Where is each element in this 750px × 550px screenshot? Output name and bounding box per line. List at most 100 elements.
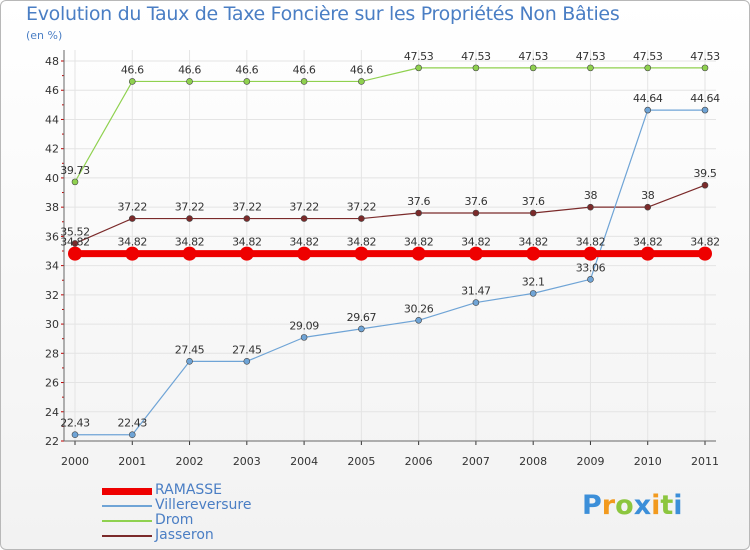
data-label-drom-2009: 47.53 (576, 50, 606, 63)
legend-label-villereversure: Villereversure (155, 497, 252, 513)
data-label-jasseron-2009: 38 (584, 189, 598, 202)
point-villereversure-2006 (415, 316, 422, 324)
point-jasseron-2007 (472, 209, 480, 217)
data-label-jasseron-2011: 39.5 (694, 167, 717, 180)
x-tick-label-2001: 2001 (118, 455, 146, 468)
point-ramasse-2002 (182, 246, 197, 261)
y-tick-label-24: 24 (45, 406, 59, 419)
point-villereversure-2009 (587, 276, 594, 283)
legend-label-ramasse: RAMASSE (155, 482, 223, 498)
data-label-villereversure-2008: 32.1 (522, 275, 545, 288)
legend-swatch-jasseron (102, 535, 152, 537)
data-label-jasseron-2008: 37.6 (522, 195, 545, 208)
data-label-drom-2001: 46.6 (121, 63, 144, 76)
data-label-ramasse-2010: 34.82 (633, 236, 663, 249)
legend-swatch-ramasse (102, 488, 152, 495)
point-drom-2008 (529, 64, 537, 72)
y-tick-label-30: 30 (45, 318, 59, 331)
point-drom-2009 (587, 64, 594, 72)
data-label-drom-2008: 47.53 (518, 50, 548, 63)
y-tick-label-44: 44 (45, 113, 59, 126)
legend-swatch-drom (102, 520, 152, 522)
x-tick-label-2009: 2009 (576, 455, 604, 468)
data-label-jasseron-2003: 37.22 (232, 201, 262, 214)
data-label-ramasse-2004: 34.82 (289, 236, 319, 249)
data-label-jasseron-2005: 37.22 (347, 201, 377, 214)
data-label-villereversure-2004: 29.09 (289, 319, 319, 332)
axes: 22 24 26 28 30 32 34 36 38 40 42 44 46 48 2000 2001 2002… (45, 50, 719, 468)
legend-label-jasseron: Jasseron (155, 527, 214, 543)
point-villereversure-2011 (701, 106, 709, 114)
y-axis-unit: (en %) (26, 29, 63, 42)
logo-letter: x (633, 490, 652, 521)
data-label-ramasse-2009: 34.82 (576, 236, 606, 249)
series-lines (68, 64, 712, 439)
x-tick-label-2007: 2007 (462, 455, 490, 468)
y-tick-label-48: 48 (45, 55, 59, 68)
logo-letter: r (601, 490, 616, 521)
point-jasseron-2006 (415, 209, 422, 217)
logo-letter: P (582, 490, 602, 521)
data-label-jasseron-2004: 37.22 (289, 201, 319, 214)
data-label-villereversure-2005: 29.67 (347, 311, 377, 324)
point-ramasse-2009 (583, 246, 598, 261)
series-line-jasseron (74, 184, 706, 244)
point-drom-2011 (701, 64, 709, 72)
y-tick-label-28: 28 (45, 347, 59, 360)
y-tick-label-32: 32 (45, 289, 59, 302)
y-tick-label-40: 40 (45, 172, 59, 185)
point-jasseron-2010 (644, 203, 652, 211)
logo-letter: i (651, 490, 661, 521)
point-ramasse-2008 (526, 246, 541, 261)
point-jasseron-2000 (71, 240, 79, 247)
data-label-drom-2003: 46.6 (235, 63, 258, 76)
x-tick-label-2003: 2003 (233, 455, 261, 468)
x-tick-label-2005: 2005 (347, 455, 375, 468)
point-villereversure-2004 (300, 334, 308, 341)
point-jasseron-2005 (358, 215, 365, 222)
point-jasseron-2001 (128, 215, 136, 222)
point-villereversure-2002 (186, 358, 193, 365)
point-ramasse-2004 (297, 246, 312, 261)
data-label-jasseron-2007: 37.6 (464, 195, 487, 208)
point-drom-2001 (128, 78, 136, 85)
data-label-villereversure-2011: 44.64 (690, 92, 720, 105)
data-label-drom-2002: 46.6 (178, 63, 201, 76)
y-tick-label-42: 42 (45, 143, 59, 156)
point-villereversure-2010 (644, 106, 652, 114)
data-label-ramasse-2001: 34.82 (118, 236, 148, 249)
point-jasseron-2002 (186, 215, 193, 222)
y-tick-label-26: 26 (45, 377, 59, 390)
logo-letter: i (673, 490, 683, 521)
data-label-jasseron-2002: 37.22 (175, 201, 205, 214)
point-drom-2004 (300, 78, 308, 85)
point-ramasse-2003 (239, 246, 254, 261)
point-drom-2003 (243, 78, 251, 85)
data-label-drom-2005: 46.6 (350, 63, 373, 76)
point-jasseron-2003 (243, 215, 251, 222)
data-label-jasseron-2010: 38 (641, 189, 655, 202)
data-label-ramasse-2011: 34.82 (690, 236, 720, 249)
grid (64, 50, 716, 442)
proxiti-logo: Proxiti (582, 490, 683, 521)
point-villereversure-2005 (358, 325, 365, 333)
data-label-villereversure-2007: 31.47 (461, 285, 491, 298)
x-tick-label-2000: 2000 (61, 455, 89, 468)
data-label-jasseron-2006: 37.6 (407, 195, 430, 208)
point-jasseron-2008 (529, 209, 537, 217)
logo-letter: t (660, 490, 674, 521)
point-drom-2007 (472, 64, 480, 72)
point-drom-2002 (186, 78, 193, 85)
data-label-ramasse-2003: 34.82 (232, 236, 262, 249)
point-jasseron-2011 (701, 181, 709, 189)
point-villereversure-2003 (243, 358, 251, 365)
data-label-villereversure-2002: 27.45 (175, 343, 205, 356)
data-label-ramasse-2008: 34.82 (518, 236, 548, 249)
data-label-drom-2004: 46.6 (293, 63, 316, 76)
data-label-drom-2011: 47.53 (690, 50, 720, 63)
data-label-ramasse-2007: 34.82 (461, 236, 491, 249)
point-ramasse-2001 (125, 246, 140, 261)
data-label-villereversure-2010: 44.64 (633, 92, 663, 105)
series-line-villereversure (75, 109, 705, 436)
